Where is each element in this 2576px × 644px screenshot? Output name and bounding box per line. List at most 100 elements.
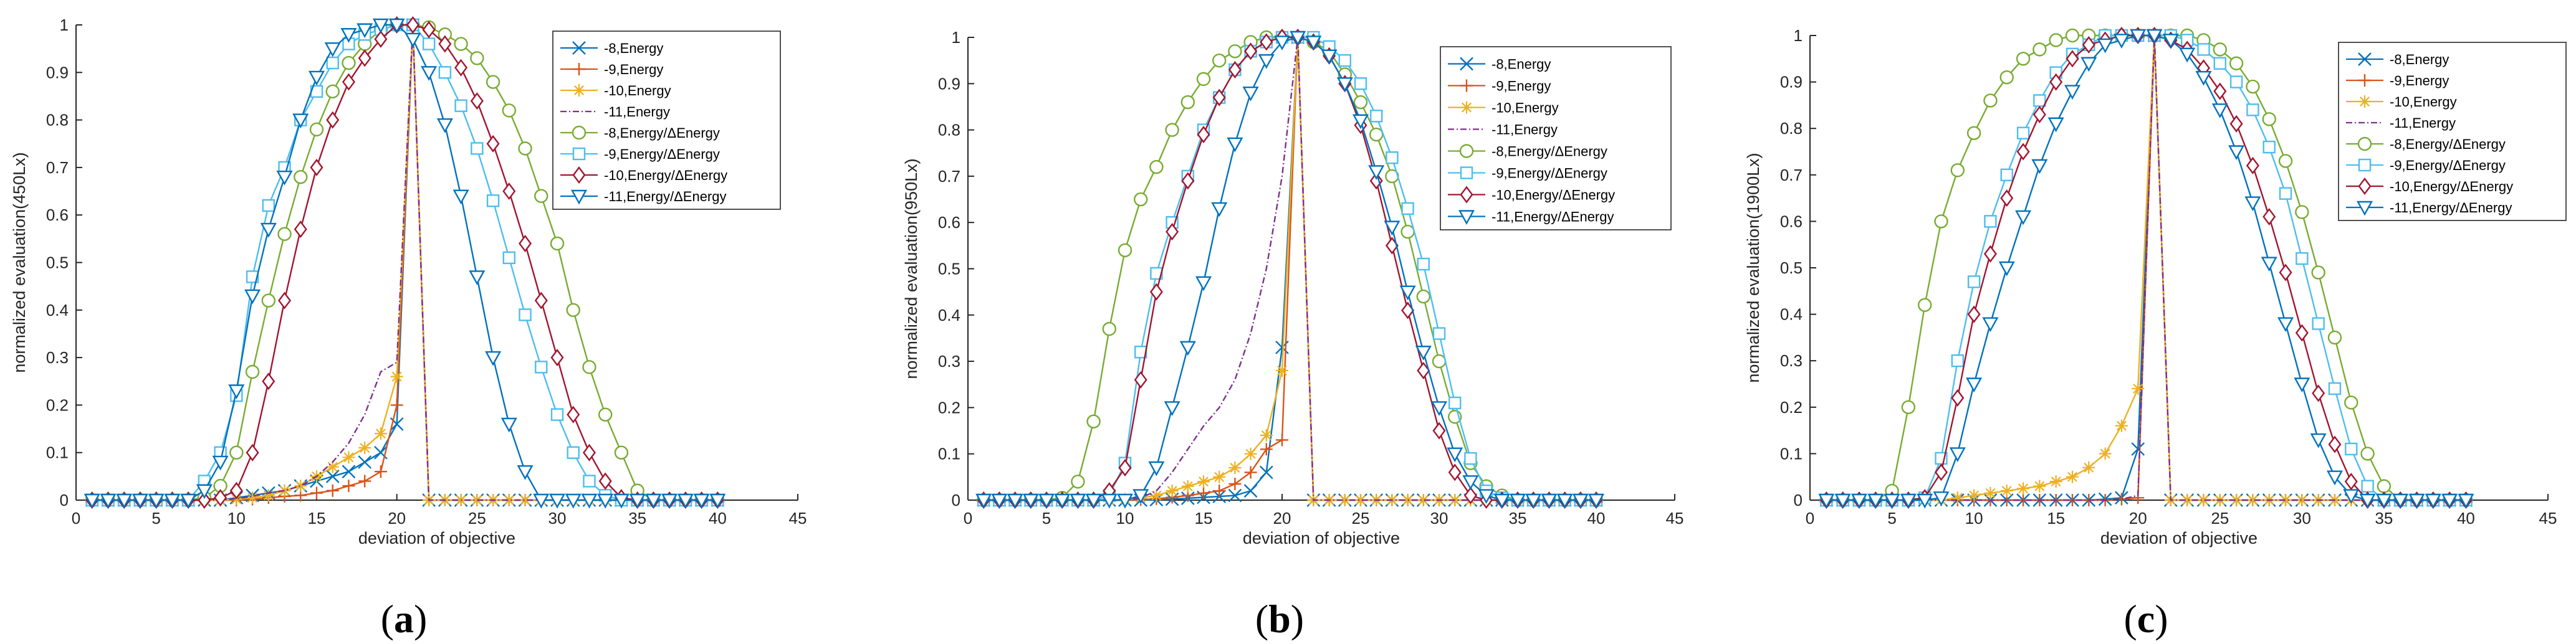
legend-marker [2358, 74, 2371, 87]
data-point [1354, 494, 1367, 506]
data-point [2162, 34, 2179, 49]
data-point [533, 493, 550, 509]
x-tick-label: 0 [1806, 509, 1814, 528]
data-point [388, 18, 405, 34]
data-point [1951, 354, 1964, 367]
data-point [342, 480, 355, 493]
data-point [1900, 493, 1917, 509]
data-point [2359, 493, 2376, 509]
data-point [2311, 265, 2325, 280]
data-point [1417, 257, 1430, 271]
x-tick-label: 40 [1587, 509, 1606, 528]
data-point [164, 493, 181, 509]
data-point [1290, 31, 1306, 46]
data-point [2377, 479, 2392, 493]
data-point [1166, 223, 1179, 241]
data-point [2230, 494, 2243, 506]
data-point [470, 92, 484, 110]
data-point [436, 118, 453, 133]
x-tick-label: 0 [964, 509, 972, 528]
data-point [2375, 493, 2392, 509]
data-point [1448, 463, 1462, 481]
chart-panel-c: 0 5 10 15 20 25 30 35 40 45 0 0.1 0.2 0.3 0.4 0.5 0.6 0.7… [1739, 0, 2576, 644]
data-point [246, 443, 259, 462]
data-point [519, 494, 532, 506]
data-point [308, 70, 325, 86]
data-point [1276, 364, 1288, 377]
data-point [1984, 215, 1997, 228]
legend-label: -11,Energy [1491, 122, 1558, 138]
x-tick-label: 30 [548, 509, 567, 528]
data-point [214, 489, 227, 507]
data-point [485, 351, 502, 366]
data-point [1086, 414, 1101, 429]
data-point [294, 169, 308, 184]
legend-marker [1458, 210, 1475, 225]
y-tick-label: 1 [60, 16, 69, 34]
data-point [340, 28, 357, 43]
data-point [342, 55, 356, 70]
chart-panel-a: 0 5 10 15 20 25 30 35 40 45 0 0.1 0.2 0.3 0.4 0.5 0.6 0.7… [0, 0, 859, 644]
data-point [2392, 493, 2409, 509]
y-tick-label: 0.1 [938, 445, 960, 463]
data-point [229, 481, 243, 500]
data-point [278, 484, 291, 497]
data-point [1243, 484, 1258, 498]
data-point [470, 51, 484, 65]
data-point [326, 460, 339, 473]
data-point [567, 405, 580, 424]
data-point [2312, 384, 2325, 402]
series-line [1826, 35, 2466, 501]
data-point [2312, 317, 2325, 330]
data-point [277, 227, 292, 241]
y-tick-label: 0 [1794, 491, 1803, 509]
data-point [534, 189, 548, 203]
data-point [1305, 36, 1322, 50]
data-point [2295, 205, 2309, 219]
data-point [1448, 396, 1462, 410]
data-point [2000, 485, 2013, 498]
data-point [2197, 43, 2210, 56]
data-point [2229, 56, 2244, 70]
data-point [2047, 117, 2064, 133]
data-point [309, 122, 324, 137]
data-point [1369, 127, 1384, 142]
data-point [2262, 207, 2276, 225]
data-point [1968, 489, 1981, 502]
series-line [1826, 34, 2466, 501]
data-point [2015, 210, 2032, 225]
data-point [1134, 371, 1147, 389]
y-tick-label: 0.1 [46, 443, 69, 462]
data-point [405, 32, 421, 48]
legend-label: -11,Energy/ΔEnergy [604, 189, 727, 204]
y-tick-label: 0.6 [46, 206, 69, 224]
data-point [2016, 126, 2030, 140]
data-point [2228, 145, 2245, 160]
data-point [229, 445, 244, 460]
data-point [1181, 172, 1195, 190]
legend-label: -8,Energy/ΔEnergy [604, 125, 720, 141]
y-tick-label: 0.7 [46, 158, 69, 177]
panel-caption: (a) [381, 597, 428, 641]
data-point [260, 222, 277, 238]
data-point [2016, 52, 2031, 66]
data-point [550, 349, 564, 367]
data-point [1851, 493, 1867, 509]
data-point [2294, 377, 2310, 392]
data-point [1181, 480, 1194, 493]
data-point [2328, 382, 2342, 395]
data-point [2344, 473, 2358, 491]
data-point [452, 189, 469, 205]
y-tick-label: 0.2 [46, 395, 69, 414]
data-point [2066, 470, 2079, 483]
legend-label: -9,Energy/ΔEnergy [604, 146, 720, 162]
data-point [1999, 70, 2014, 85]
data-point [1417, 494, 1430, 506]
data-point [1430, 401, 1448, 416]
data-point [583, 475, 596, 488]
legend-box [2338, 42, 2567, 221]
data-point [1818, 493, 1835, 509]
data-point [1242, 86, 1259, 102]
data-point [326, 484, 339, 497]
y-tick-label: 0.2 [938, 398, 960, 417]
